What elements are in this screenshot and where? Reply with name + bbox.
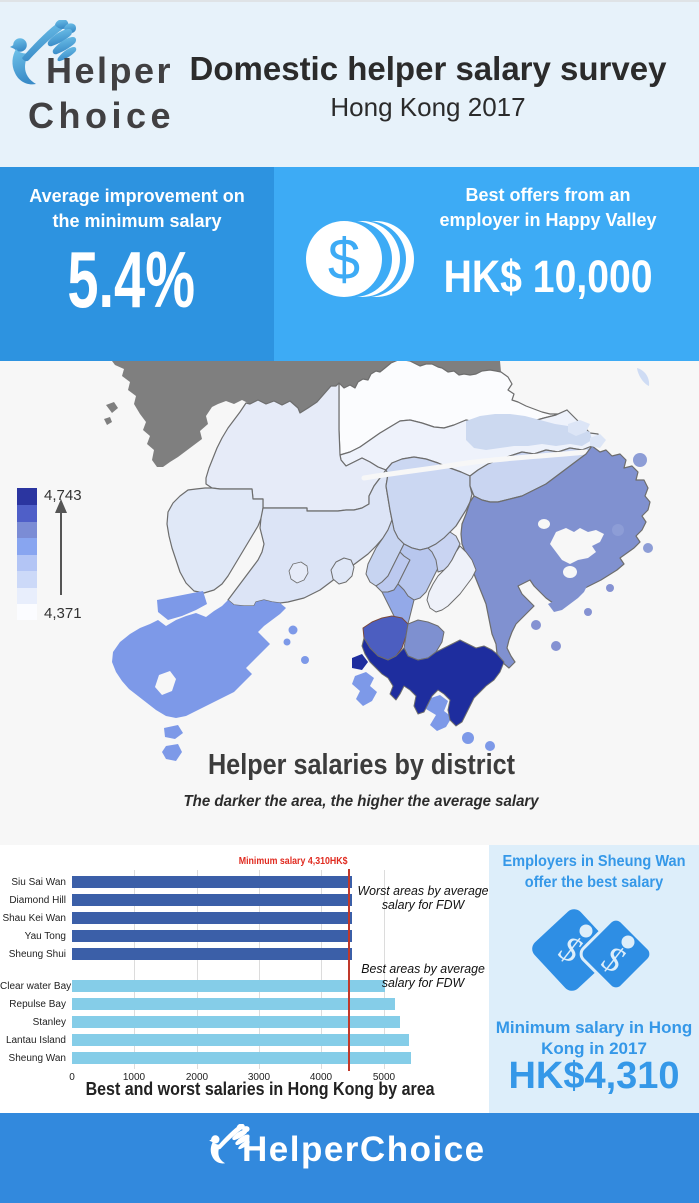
svg-text:$: $ <box>328 227 360 292</box>
